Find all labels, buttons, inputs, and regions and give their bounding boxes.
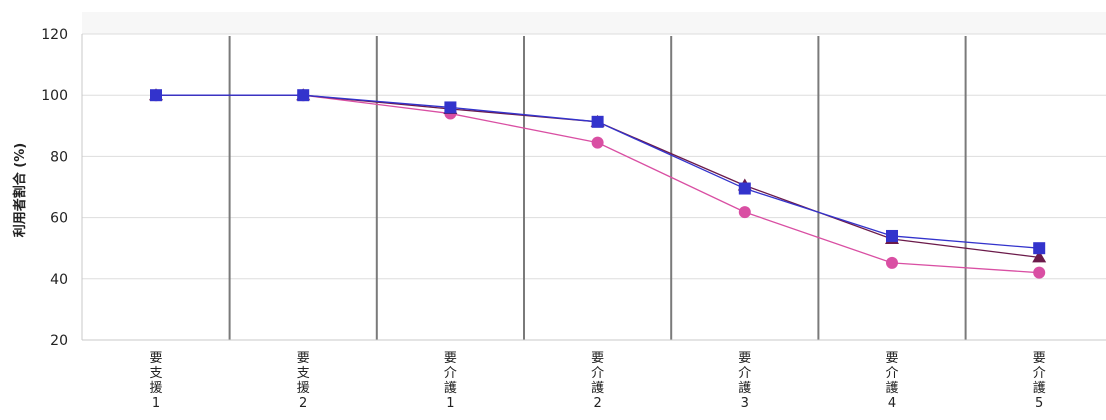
x-tick-label: 1 (446, 396, 454, 411)
x-tick-label: 2 (299, 396, 307, 411)
axes: 20406080100120要支援1要支援2要介護1要介護2要介護3要介護4要介… (41, 27, 1106, 411)
x-tick-label: 支 (297, 366, 310, 381)
y-tick-label: 80 (50, 149, 68, 165)
x-tick-label: 4 (888, 396, 896, 411)
x-tick-label: 援 (297, 381, 310, 396)
data-point-circle (1033, 266, 1046, 279)
x-tick-label: 要 (297, 351, 310, 366)
x-tick-label: 5 (1035, 396, 1043, 411)
series-square (150, 89, 1046, 255)
y-tick-label: 60 (50, 211, 68, 227)
y-tick-label: 100 (41, 88, 68, 104)
data-point-square (886, 229, 898, 242)
data-point-square (591, 115, 604, 128)
x-tick-label: 要 (885, 351, 898, 366)
series-triangle (149, 88, 1047, 263)
x-tick-label: 3 (741, 396, 749, 411)
y-tick-label: 120 (41, 27, 68, 43)
x-tick-label: 介 (591, 366, 604, 381)
data-point-square (444, 101, 457, 114)
top-band (82, 12, 1106, 34)
y-tick-label: 40 (50, 272, 68, 288)
data-point-square (150, 89, 162, 102)
x-tick-label: 要 (738, 351, 751, 366)
category-separators (228, 36, 967, 340)
data-point-circle (738, 206, 751, 219)
y-tick-label: 20 (50, 333, 68, 349)
x-tick-label: 介 (444, 366, 457, 381)
x-tick-label: 介 (885, 366, 898, 381)
x-tick-label: 護 (1033, 380, 1046, 396)
data-point-square (1033, 242, 1046, 255)
series-group (149, 88, 1047, 279)
x-tick-label: 介 (1033, 366, 1046, 381)
x-tick-label: 要 (149, 351, 162, 366)
x-tick-label: 援 (149, 381, 162, 396)
x-tick-label: 支 (149, 366, 162, 381)
data-point-triangle (1032, 250, 1047, 263)
x-tick-label: 介 (738, 366, 751, 381)
x-tick-label: 護 (885, 380, 898, 396)
y-axis-title: 利用者割合 (%) (12, 143, 28, 237)
data-point-square (297, 89, 310, 102)
x-tick-label: 護 (444, 380, 457, 396)
x-tick-label: 1 (152, 396, 160, 411)
data-point-circle (886, 256, 898, 269)
x-tick-label: 2 (593, 396, 601, 411)
x-tick-label: 要 (591, 351, 604, 366)
x-tick-label: 護 (738, 380, 751, 396)
x-tick-label: 要 (1033, 351, 1046, 366)
x-tick-label: 護 (591, 380, 604, 396)
data-point-circle (591, 136, 604, 149)
x-tick-label: 要 (444, 351, 457, 366)
data-point-square (738, 182, 751, 195)
grid (82, 33, 1106, 341)
